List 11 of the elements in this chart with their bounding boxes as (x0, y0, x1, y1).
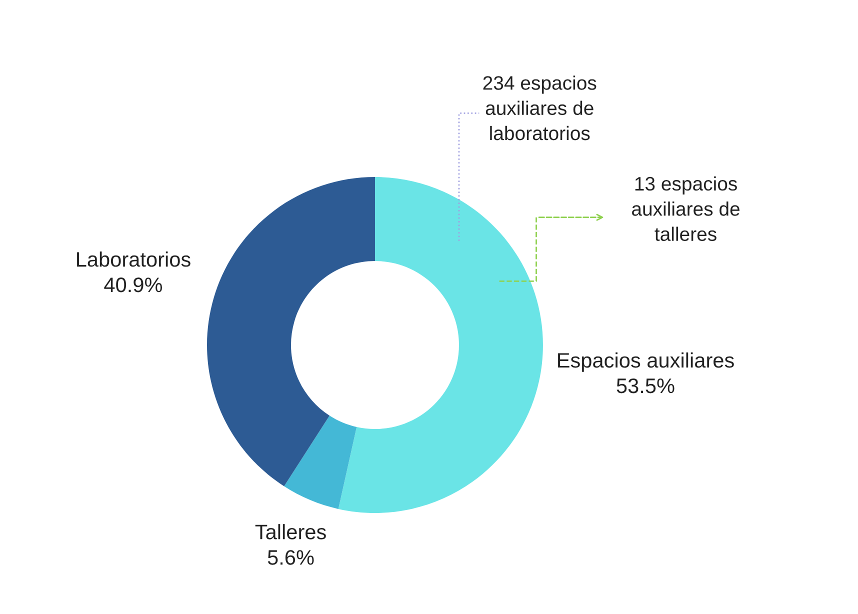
text: 13 espacios auxiliares de talleres (632, 176, 740, 242)
data-label: 53.5% (616, 378, 674, 394)
slice-label: Laboratorios (77, 252, 190, 267)
slice-label: Espacios auxiliares (558, 352, 734, 372)
data-label: 40.9% (104, 278, 162, 292)
data-label: 5.6% (268, 550, 314, 565)
text: 234 espacios auxiliares de laboratorios (483, 76, 596, 140)
donut-slice (207, 177, 375, 486)
donut-slice (284, 416, 357, 509)
slice-label: Talleres (255, 524, 326, 540)
donut-slice (338, 177, 543, 513)
